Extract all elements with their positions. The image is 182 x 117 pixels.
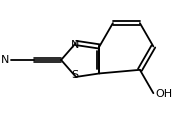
Text: OH: OH (155, 89, 172, 99)
Text: N: N (71, 40, 79, 50)
Text: N: N (1, 55, 9, 65)
Text: S: S (71, 70, 79, 80)
